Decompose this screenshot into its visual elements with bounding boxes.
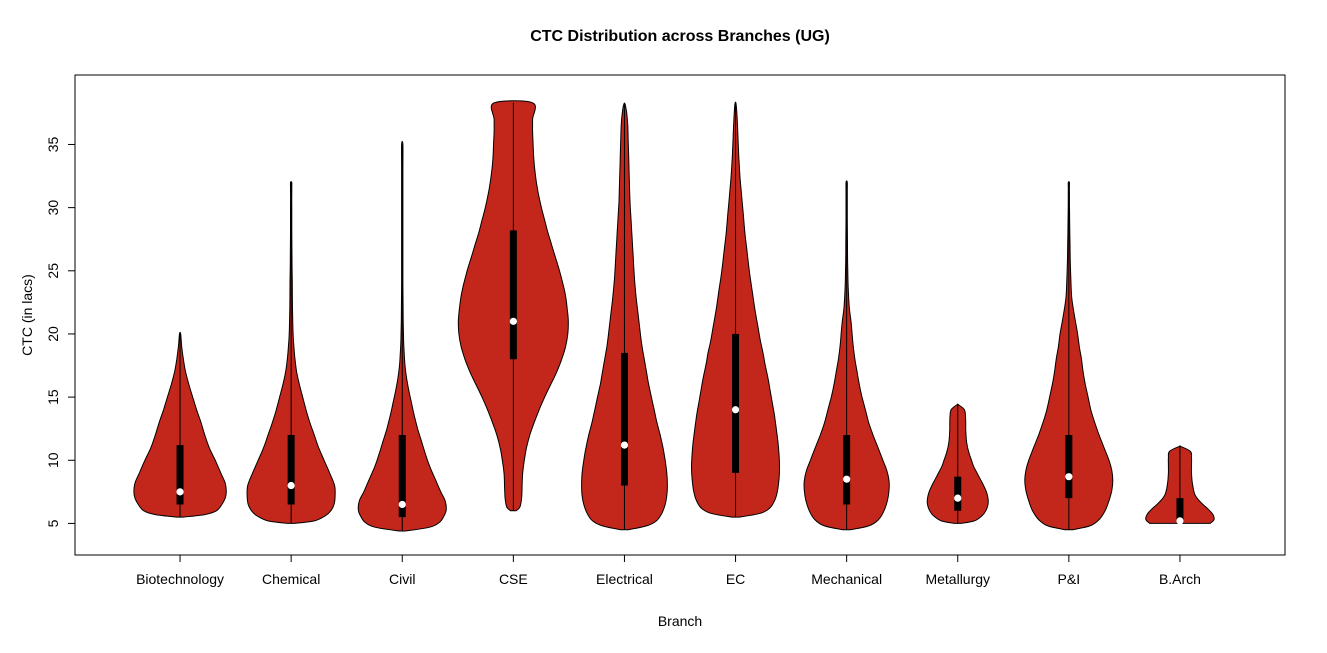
iqr-box-mechanical <box>843 435 851 505</box>
x-tick-label: Civil <box>389 571 415 587</box>
x-tick-label: P&I <box>1058 571 1081 587</box>
median-dot-mechanical <box>843 475 851 483</box>
y-tick-label: 25 <box>45 263 61 279</box>
iqr-box-b-arch <box>1176 498 1184 524</box>
y-tick-label: 30 <box>45 200 61 216</box>
iqr-box-chemical <box>287 435 295 505</box>
x-tick-label: Metallurgy <box>925 571 990 587</box>
iqr-box-civil <box>398 435 406 518</box>
median-dot-ec <box>731 406 740 414</box>
median-dot-biotechnology <box>176 488 184 496</box>
y-axis-label: CTC (in lacs) <box>19 274 35 356</box>
y-tick-label: 15 <box>45 389 61 405</box>
plot-border <box>74 74 1286 556</box>
median-dot-cse <box>509 317 517 325</box>
x-tick-label: B.Arch <box>1159 571 1201 587</box>
median-dot-b-arch <box>1176 517 1184 525</box>
iqr-box-cse <box>509 230 517 360</box>
x-tick-label: Chemical <box>262 571 320 587</box>
y-tick-label: 35 <box>45 136 61 152</box>
x-tick-label: Mechanical <box>811 571 882 587</box>
x-tick-label: Biotechnology <box>136 571 224 587</box>
median-dot-p-i <box>1065 473 1073 481</box>
iqr-box-biotechnology <box>176 445 184 505</box>
y-tick-label: 5 <box>45 519 61 527</box>
median-dot-electrical <box>620 441 629 449</box>
median-dot-civil <box>398 500 406 509</box>
iqr-box-electrical <box>620 352 628 486</box>
y-tick-label: 20 <box>45 326 61 342</box>
x-tick-label: Electrical <box>596 571 653 587</box>
x-tick-label: CSE <box>499 571 528 587</box>
x-axis-label: Branch <box>657 613 703 629</box>
iqr-box-ec <box>732 333 740 473</box>
y-tick-label: 10 <box>45 452 61 468</box>
iqr-box-p-i <box>1065 435 1073 499</box>
chart-title: CTC Distribution across Branches (UG) <box>530 28 830 45</box>
iqr-box-metallurgy <box>954 476 962 511</box>
median-dot-metallurgy <box>954 494 962 502</box>
x-tick-label: EC <box>726 571 745 587</box>
median-dot-chemical <box>287 481 295 490</box>
